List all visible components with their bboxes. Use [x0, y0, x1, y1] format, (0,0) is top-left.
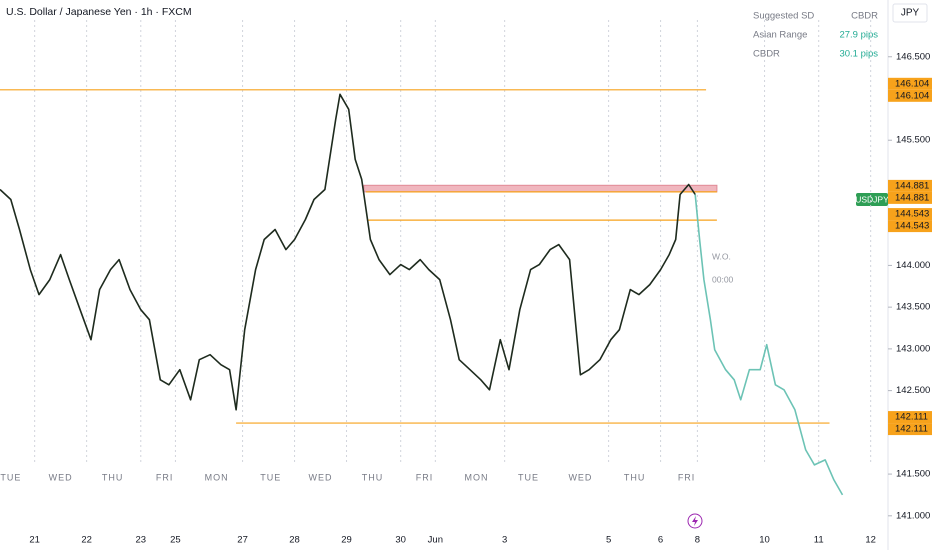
day-label: MON: [464, 472, 488, 482]
y-tick-label: 141.000: [896, 510, 930, 521]
x-tick-label: 21: [29, 535, 40, 546]
level-label: 144.543: [895, 221, 929, 232]
level-label-box: [888, 423, 932, 436]
currency[interactable]: JPY: [901, 8, 920, 19]
day-label: THU: [102, 472, 124, 482]
y-tick-label: 144.000: [896, 260, 930, 271]
event-icon[interactable]: [687, 513, 703, 529]
info-label: Suggested SD: [753, 11, 814, 22]
annotation: 00:00: [712, 274, 734, 284]
level-label: 142.111: [895, 424, 928, 435]
x-tick-label: 6: [658, 535, 663, 546]
y-tick-label: 143.000: [896, 343, 930, 354]
day-label: TUE: [518, 472, 539, 482]
x-tick-label: 28: [289, 535, 300, 546]
level-label-box: [888, 77, 932, 90]
annotation: W.O.: [712, 251, 731, 261]
x-tick-label: 8: [695, 535, 700, 546]
zone: [363, 184, 718, 193]
y-tick-label: 142.500: [896, 385, 930, 396]
price-line: [694, 194, 844, 496]
level-label-box: [888, 411, 932, 424]
currency-box[interactable]: [892, 3, 928, 23]
level-label: 146.104: [895, 78, 929, 89]
day-label: WED: [568, 472, 592, 482]
level-label-box: [888, 208, 932, 221]
info-value: 30.1 pips: [839, 49, 878, 60]
day-label: FRI: [678, 472, 696, 482]
level-label-box: [888, 89, 932, 102]
day-label: FRI: [416, 472, 434, 482]
level-label: 146.104: [895, 90, 929, 101]
day-label: TUE: [0, 472, 21, 482]
day-label: TUE: [260, 472, 281, 482]
x-tick-label: 25: [170, 535, 181, 546]
info-value: 27.9 pips: [839, 30, 878, 41]
level-label-box: [888, 220, 932, 233]
day-label: WED: [309, 472, 333, 482]
y-tick-label: 143.500: [896, 302, 930, 313]
info-label: Asian Range: [753, 30, 807, 41]
day-label: MON: [205, 472, 229, 482]
x-tick-label: 12: [865, 535, 876, 546]
event-bolt: [692, 516, 698, 526]
x-tick-label: 22: [81, 535, 92, 546]
x-tick-label: 27: [237, 535, 248, 546]
price-line: [0, 93, 696, 411]
info-label: CBDR: [753, 49, 780, 60]
y-tick-label: 141.500: [896, 469, 930, 480]
info-value: CBDR: [851, 11, 878, 22]
day-label: WED: [49, 472, 73, 482]
y-tick-label: 146.500: [896, 51, 930, 62]
x-tick-label: 10: [759, 535, 770, 546]
level-label-box: [888, 191, 932, 204]
day-label: THU: [624, 472, 646, 482]
x-tick-label: 30: [395, 535, 406, 546]
symbol-box: [856, 193, 888, 206]
day-label: FRI: [156, 472, 174, 482]
x-tick-label: 29: [341, 535, 352, 546]
x-tick-label: 5: [606, 535, 611, 546]
level-label: 142.111: [895, 412, 928, 423]
x-tick-label: 23: [135, 535, 146, 546]
y-tick-label: 145.500: [896, 135, 930, 146]
level-label-box: [888, 179, 932, 192]
x-tick-label: 3: [502, 535, 507, 546]
symbol-label: USDJPY: [855, 194, 889, 204]
level-label: 144.881: [895, 180, 929, 191]
level-label: 144.543: [895, 209, 929, 220]
x-tick-label: 11: [814, 535, 824, 546]
x-tick-label: Jun: [428, 535, 443, 546]
day-label: THU: [362, 472, 384, 482]
chart-title: U.S. Dollar / Japanese Yen · 1h · FXCM: [6, 6, 192, 18]
level-label: 144.881: [895, 192, 929, 203]
